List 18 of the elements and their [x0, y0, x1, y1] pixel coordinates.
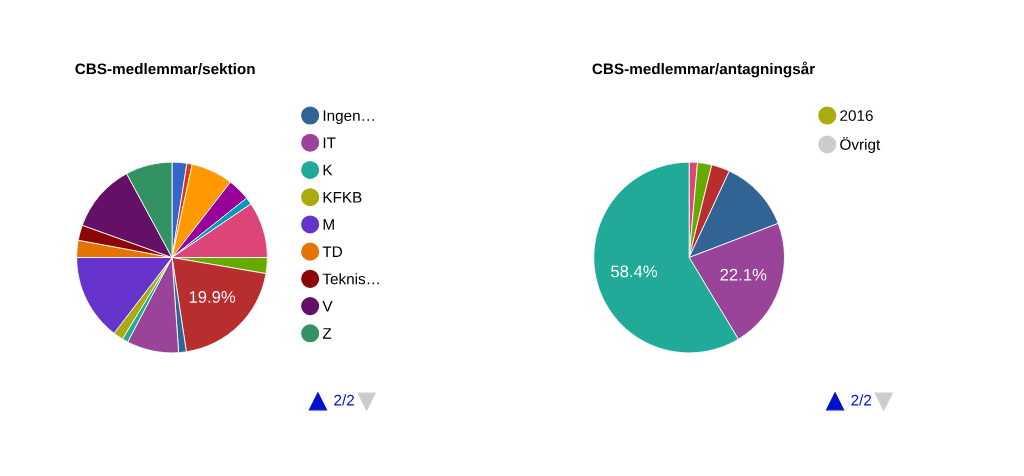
legend-label: IT	[323, 137, 336, 149]
legend-label: Z	[322, 328, 332, 339]
legend-label: V	[322, 300, 333, 312]
text: 2/2	[334, 394, 354, 406]
legend-label: M	[323, 219, 334, 230]
legend-label: TD	[322, 246, 343, 257]
legend-label: Övrigt	[840, 137, 881, 153]
data-label: 58.4%	[611, 265, 658, 278]
legend-label: Ingen…	[323, 110, 374, 125]
legend-label: Teknis…	[322, 273, 379, 285]
chart-title: CBS-medlemmar/antagningsår	[592, 61, 815, 78]
legend-label: 2016	[840, 110, 873, 121]
data-label: 19.9%	[189, 291, 236, 303]
legend-label: KFKB	[323, 192, 362, 203]
text: 2/2	[851, 394, 872, 406]
legend-label: K	[323, 164, 333, 176]
chart-title: CBS-medlemmar/sektion	[75, 63, 255, 75]
data-label: 22.1%	[720, 268, 767, 281]
